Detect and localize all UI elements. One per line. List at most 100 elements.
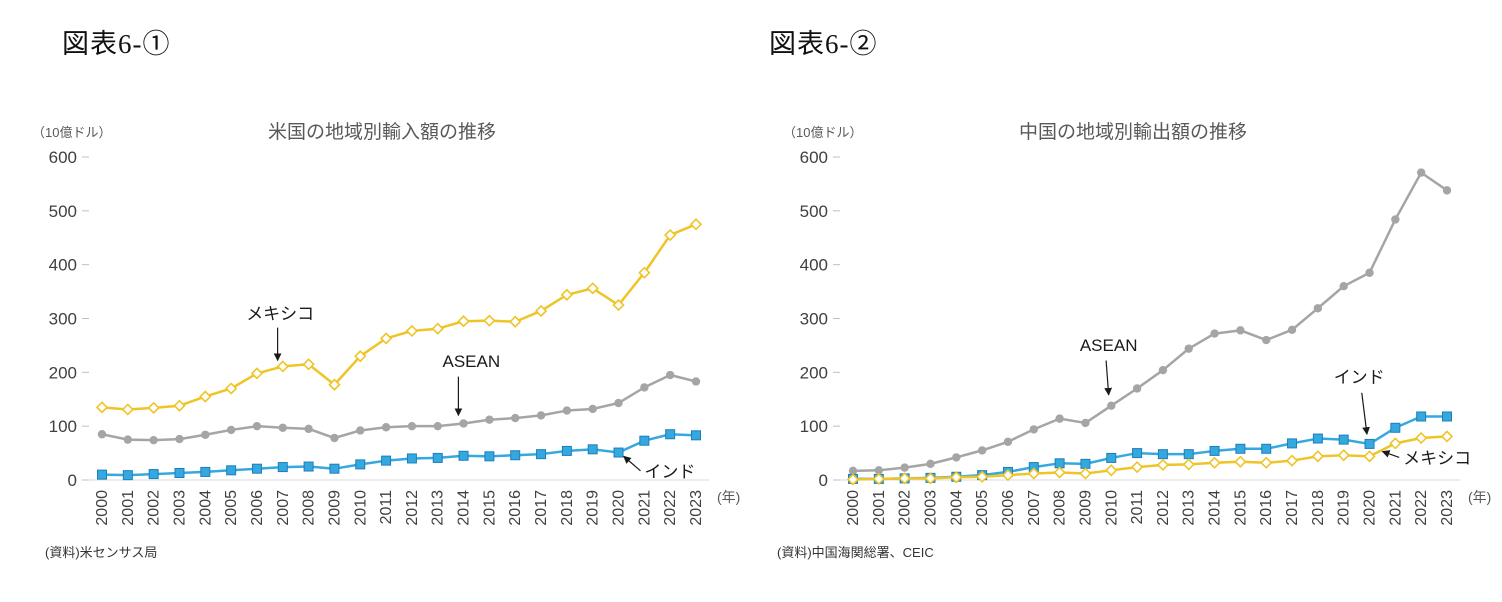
annotation-label: メキシコ [1403,449,1471,468]
y-tick-label: 200 [800,363,828,382]
x-tick-label: 2006 [249,490,266,526]
x-tick-label: 2012 [404,490,421,526]
india-marker [458,450,469,461]
asean-marker [485,415,494,424]
asean-marker [252,421,262,431]
asean-marker [536,411,546,420]
annotation-label: ASEAN [1080,336,1138,355]
india-marker [1235,443,1246,454]
mexico-marker [483,314,496,327]
annotation-arrow [1361,392,1370,436]
source-note: (資料)中国海関総署、CEIC [777,545,934,560]
mexico-marker [199,390,212,403]
chart-title: 中国の地域別輸出額の推移 [1018,122,1247,143]
mexico-marker [276,360,289,373]
figure-label: 図表6-① [62,29,171,59]
mexico-marker [534,304,548,318]
mexico-marker [872,472,885,486]
mexico-marker [1415,431,1428,445]
x-tick-label: 2002 [897,490,914,526]
asean-marker [1081,418,1090,428]
x-tick-label: 2020 [611,490,628,526]
india-marker [381,455,392,466]
mexico-marker [328,378,341,391]
x-tick-label: 2017 [533,490,550,526]
asean-marker [614,398,623,408]
india-marker [1209,445,1220,456]
x-tick-label: 2016 [1258,490,1275,526]
india-marker [639,435,650,446]
mexico-marker [1053,466,1066,479]
mexico-marker [354,350,367,363]
mexico-marker [1234,455,1247,468]
x-tick-label: 2023 [1439,490,1456,526]
mexico-marker [1285,454,1299,467]
india-marker [251,463,262,474]
chart-area: （10億ドル） 米国の地域別輸入額の推移 0 100 200 300 400 500 600… [32,116,740,526]
india-marker [329,463,340,474]
y-tick-label: 300 [800,310,828,329]
asean-marker [1391,215,1400,224]
india-marker [303,461,314,472]
x-axis-year-suffix: (年) [717,489,740,505]
asean-marker [1416,168,1426,177]
india-marker [406,453,417,464]
x-tick-label: 2000 [845,490,862,526]
mexico-marker [405,324,419,338]
x-tick-label: 2004 [197,490,214,526]
asean-marker [97,430,107,439]
x-tick-label: 2009 [1077,490,1094,526]
asean-marker [848,466,858,476]
mexico-marker [1260,456,1273,469]
india-marker [665,429,676,440]
y-tick-label: 500 [800,202,828,221]
annotation-arrow [1381,450,1400,458]
x-tick-label: 2022 [662,490,679,526]
y-tick-label: 400 [49,256,77,275]
mexico-marker [147,401,160,414]
y-axis-unit-label: （10億ドル） [783,125,863,140]
us-imports-by-region-chart: 0 100 200 300 400 500 600 2000 2001 2002 2003 2004 2… [49,148,741,526]
mexico-marker [560,288,574,301]
asean-marker [226,425,236,435]
india-marker [561,445,572,456]
x-tick-label: 2005 [223,490,240,526]
mexico-marker [509,315,522,328]
y-tick-label: 500 [49,202,77,221]
asean-marker [1442,186,1452,195]
asean-marker [459,419,468,428]
mexico-marker [95,401,109,414]
mexico-marker [224,382,238,395]
india-marker [97,469,107,480]
asean-marker [1262,335,1271,345]
asean-marker [356,426,365,435]
mexico-marker [950,471,963,484]
mexico-marker [898,472,911,485]
x-tick-label: 2012 [1155,490,1172,526]
x-tick-label: 2019 [585,490,602,526]
asean-marker [926,459,935,469]
mexico-marker [1208,456,1221,469]
x-tick-label: 2019 [1336,490,1353,526]
x-tick-label: 2011 [378,490,395,525]
india-marker [1183,449,1194,460]
asean-marker [1184,344,1193,353]
x-tick-label: 2010 [1103,490,1120,526]
x-tick-label: 2021 [1387,490,1404,526]
x-tick-label: 2020 [1362,490,1379,526]
y-tick-label: 100 [49,417,77,436]
india-marker [1132,448,1143,459]
y-tick-label: 300 [49,310,77,329]
mexico-marker [121,403,134,416]
chart-title: 米国の地域別輸入額の推移 [267,122,496,143]
mexico-marker [1027,467,1040,480]
x-tick-label: 2001 [871,490,888,526]
x-tick-label: 2018 [559,490,576,526]
mexico-marker [379,332,393,345]
x-tick-label: 2004 [948,490,965,526]
asean-marker [952,453,961,462]
mexico-marker [1337,449,1350,462]
mexico-marker [846,473,860,486]
mexico-marker [924,472,937,485]
